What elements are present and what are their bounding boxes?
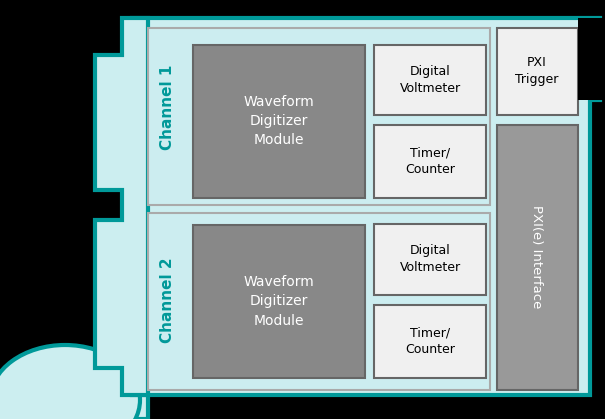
FancyBboxPatch shape xyxy=(497,125,578,390)
FancyBboxPatch shape xyxy=(148,28,490,205)
Ellipse shape xyxy=(0,345,140,419)
Text: Channel 2: Channel 2 xyxy=(160,257,175,343)
Text: Digital
Voltmeter: Digital Voltmeter xyxy=(399,65,460,95)
FancyBboxPatch shape xyxy=(578,18,605,100)
FancyBboxPatch shape xyxy=(148,213,490,390)
Text: Channel 1: Channel 1 xyxy=(160,64,175,150)
FancyBboxPatch shape xyxy=(193,45,365,198)
FancyBboxPatch shape xyxy=(374,224,486,295)
FancyBboxPatch shape xyxy=(374,45,486,115)
FancyBboxPatch shape xyxy=(374,125,486,198)
Text: Digital
Voltmeter: Digital Voltmeter xyxy=(399,244,460,274)
Polygon shape xyxy=(132,18,600,395)
Text: Waveform
Digitizer
Module: Waveform Digitizer Module xyxy=(244,274,315,328)
Text: Waveform
Digitizer
Module: Waveform Digitizer Module xyxy=(244,95,315,147)
FancyBboxPatch shape xyxy=(374,305,486,378)
FancyBboxPatch shape xyxy=(497,28,578,115)
Text: PXI
Trigger: PXI Trigger xyxy=(515,56,558,86)
Text: Timer/
Counter: Timer/ Counter xyxy=(405,326,455,356)
Text: PXI(e) Interface: PXI(e) Interface xyxy=(531,205,543,309)
Text: Timer/
Counter: Timer/ Counter xyxy=(405,146,455,176)
Polygon shape xyxy=(95,18,148,395)
FancyBboxPatch shape xyxy=(100,370,148,419)
FancyBboxPatch shape xyxy=(193,225,365,378)
